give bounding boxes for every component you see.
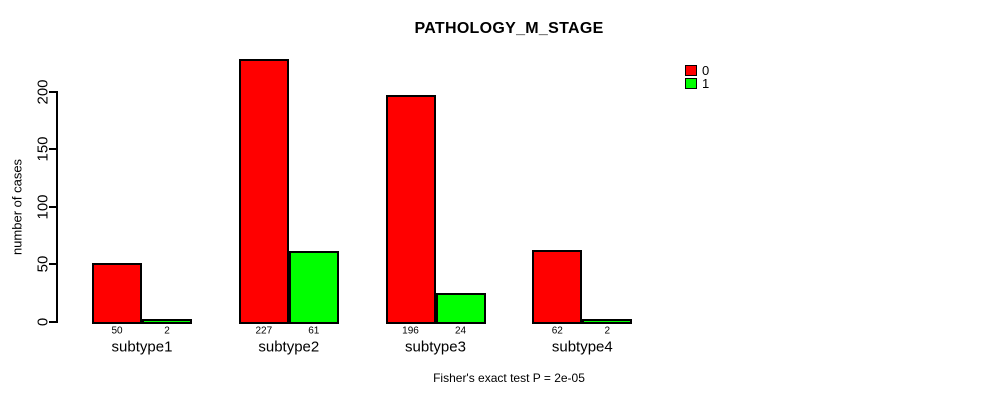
y-axis-tick: [49, 321, 57, 323]
bar-value-label: 227: [255, 325, 273, 337]
bar-1-subtype3: [435, 293, 486, 324]
x-category-label: subtype4: [551, 338, 613, 356]
y-axis-line: [56, 91, 58, 323]
y-axis-tick: [49, 148, 57, 151]
y-axis-title: number of cases: [9, 158, 25, 256]
bar-value-label: 50: [111, 325, 123, 337]
y-axis-tick-label: 150: [34, 136, 52, 162]
bar-value-label: 2: [164, 325, 170, 337]
legend-label: 0: [702, 63, 710, 78]
y-axis-tick-label: 100: [34, 194, 52, 220]
y-axis-tick: [49, 205, 57, 208]
fisher-test-note: Fisher's exact test P = 2e-05: [433, 371, 585, 385]
y-axis-tick-label: 0: [34, 317, 52, 327]
y-axis-tick: [49, 263, 57, 266]
bar-0-subtype3: [385, 95, 436, 324]
bar-value-label: 24: [454, 325, 467, 337]
y-axis-tick-label: 50: [34, 256, 52, 273]
x-category-label: subtype2: [258, 338, 320, 356]
bar-0-subtype4: [532, 249, 583, 324]
y-axis-tick-label: 200: [34, 78, 52, 105]
legend-swatch-0: [685, 65, 697, 76]
legend-label: 1: [702, 76, 710, 91]
legend-item: 0: [685, 64, 709, 77]
x-category-label: subtype3: [405, 338, 466, 356]
legend-swatch-1: [685, 78, 697, 89]
bar-value-label: 196: [402, 325, 419, 337]
bar-1-subtype1: [142, 318, 192, 324]
chart-title: PATHOLOGY_M_STAGE: [414, 20, 604, 37]
bar-1-subtype2: [288, 250, 339, 324]
bar-0-subtype1: [92, 263, 142, 324]
bar-value-label: 62: [551, 325, 563, 337]
x-category-label: subtype1: [111, 338, 173, 356]
bar-value-label: 61: [308, 325, 320, 337]
bar-1-subtype4: [582, 318, 633, 324]
bar-0-subtype2: [238, 59, 289, 324]
bar-value-label: 2: [604, 325, 611, 337]
y-axis-tick: [49, 90, 57, 93]
legend-item: 1: [685, 77, 709, 90]
